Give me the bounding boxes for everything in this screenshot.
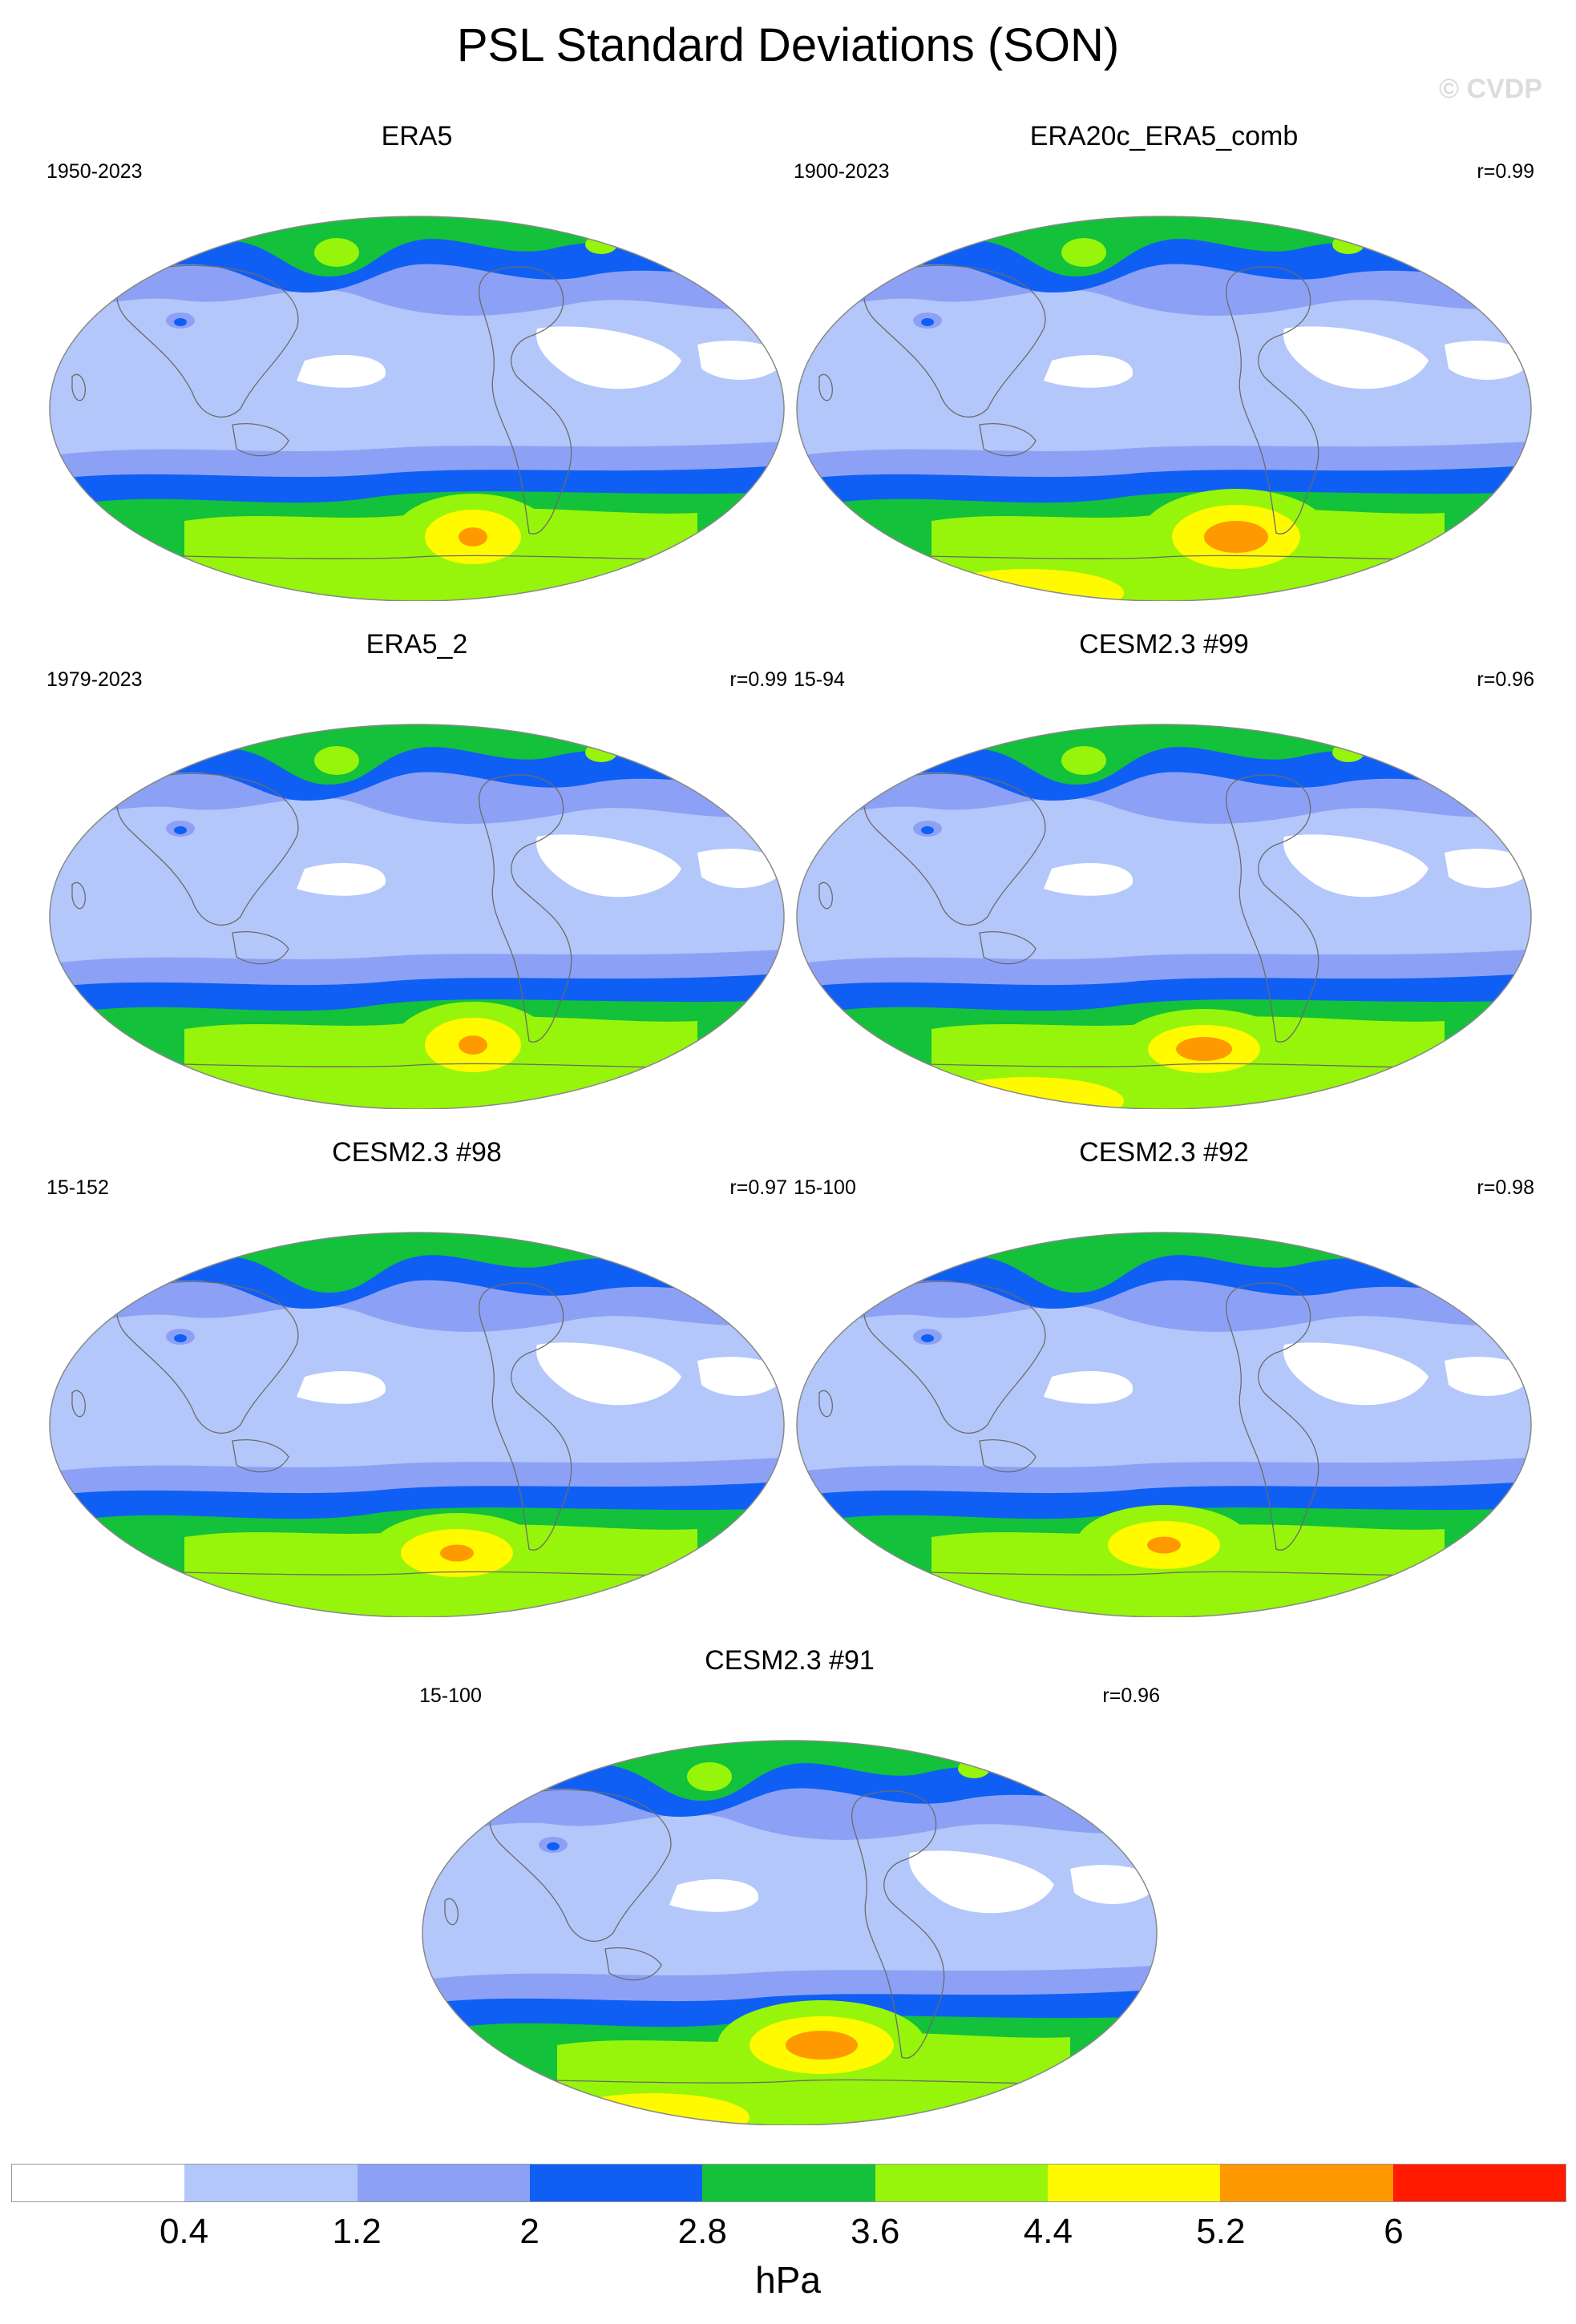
panel-correlation: r=0.98 (1477, 1176, 1534, 1199)
panel-correlation: r=0.96 (1102, 1684, 1160, 1707)
robinson-map (422, 1740, 1158, 2125)
colorbar-segment (875, 2165, 1048, 2201)
robinson-map (796, 724, 1532, 1109)
robinson-map (49, 724, 785, 1109)
cvdp-watermark: © CVDP (1439, 74, 1542, 104)
map-panel: ERA5_2 1979-2023 r=0.99 (40, 628, 794, 1109)
panel-period: 15-100 (794, 1176, 856, 1199)
panel-period: 15-94 (794, 668, 845, 691)
map-panel: ERA20c_ERA5_comb 1900-2023 r=0.99 (787, 120, 1541, 601)
map-panel: CESM2.3 #99 15-94 r=0.96 (787, 628, 1541, 1109)
colorbar-tick-label: 1.2 (332, 2212, 382, 2251)
map-panel: CESM2.3 #91 15-100 r=0.96 (413, 1644, 1166, 2125)
colorbar-tick-label: 0.4 (159, 2212, 209, 2251)
colorbar-tick-label: 2.8 (677, 2212, 727, 2251)
colorbar-units: hPa (755, 2259, 821, 2301)
map-panel: CESM2.3 #92 15-100 r=0.98 (787, 1136, 1541, 1617)
colorbar-segment (529, 2165, 703, 2201)
panel-correlation: r=0.97 (729, 1176, 787, 1199)
panel-title: ERA5 (381, 121, 453, 151)
panel-title: CESM2.3 #98 (332, 1137, 502, 1168)
panel-period: 15-100 (419, 1684, 482, 1707)
colorbar (11, 2164, 1566, 2202)
colorbar-tick-label: 5.2 (1196, 2212, 1246, 2251)
colorbar-segment (1047, 2165, 1221, 2201)
colorbar-segment (702, 2165, 875, 2201)
colorbar-segment (12, 2165, 185, 2201)
panel-period: 1950-2023 (46, 160, 143, 183)
colorbar-tick-label: 6 (1384, 2212, 1404, 2251)
robinson-map (796, 216, 1532, 601)
colorbar-segment (184, 2165, 358, 2201)
colorbar-tick-label: 4.4 (1023, 2212, 1073, 2251)
panel-period: 1979-2023 (46, 668, 143, 691)
map-panel: ERA5 1950-2023 (40, 120, 794, 601)
panel-title: CESM2.3 #99 (1079, 629, 1249, 660)
panel-correlation: r=0.96 (1477, 668, 1534, 691)
colorbar-segment (357, 2165, 530, 2201)
robinson-map (49, 216, 785, 601)
colorbar-segment (1392, 2165, 1566, 2201)
panel-title: ERA20c_ERA5_comb (1029, 121, 1299, 151)
colorbar-segment (1220, 2165, 1393, 2201)
panel-title: ERA5_2 (366, 629, 468, 660)
figure-title: PSL Standard Deviations (SON) (456, 19, 1120, 71)
colorbar-tick-label: 2 (519, 2212, 539, 2251)
panel-period: 1900-2023 (794, 160, 890, 183)
robinson-map (49, 1232, 785, 1617)
robinson-map (796, 1232, 1532, 1617)
panel-title: CESM2.3 #91 (705, 1645, 875, 1676)
panel-title: CESM2.3 #92 (1079, 1137, 1249, 1168)
panel-correlation: r=0.99 (1477, 160, 1534, 183)
panel-correlation: r=0.99 (729, 668, 787, 691)
colorbar-tick-label: 3.6 (851, 2212, 900, 2251)
panel-period: 15-152 (46, 1176, 109, 1199)
map-panel: CESM2.3 #98 15-152 r=0.97 (40, 1136, 794, 1617)
